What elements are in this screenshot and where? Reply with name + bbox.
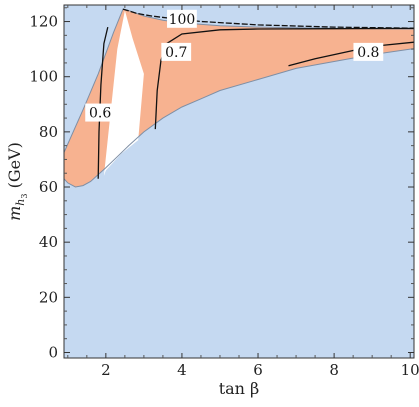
contour-labels: 0.6 0.7 0.8 100 <box>85 9 384 122</box>
x-tick-label: 8 <box>329 361 339 379</box>
upper-boundary-line <box>64 8 414 153</box>
contour-label-box <box>353 42 384 61</box>
contour-label-box <box>161 42 192 61</box>
x-axis-label: tan β <box>219 379 260 398</box>
contour-label-box <box>85 103 116 122</box>
y-axis-label: mh3 (GeV) <box>5 142 29 221</box>
y-tick-label: 40 <box>39 233 58 251</box>
contour-0.7 <box>154 27 414 130</box>
contour-label-0.8: 0.8 <box>357 45 379 61</box>
y-tick-label: 20 <box>39 288 58 306</box>
y-axis-ticks: 0 20 40 60 80 100 120 <box>29 7 414 361</box>
contour-label-100: 100 <box>169 12 196 28</box>
y-tick-label: 120 <box>29 13 58 31</box>
y-tick-label: 80 <box>39 123 58 141</box>
lower-boundary-line <box>64 48 414 188</box>
contour-0.6 <box>97 26 109 179</box>
excluded-gap-region <box>103 10 144 176</box>
x-tick-label: 6 <box>253 361 263 379</box>
allowed-region <box>64 9 414 187</box>
x-tick-label: 4 <box>177 361 187 379</box>
x-tick-label: 10 <box>401 361 419 379</box>
y-tick-label: 100 <box>29 68 58 86</box>
contour-label-0.6: 0.6 <box>89 106 111 122</box>
contour-label-0.7: 0.7 <box>165 45 187 61</box>
x-tick-label: 2 <box>101 361 111 379</box>
contour-label-box <box>167 9 197 28</box>
y-tick-label: 60 <box>39 178 58 196</box>
y-tick-label: 0 <box>48 343 58 361</box>
x-axis-ticks: 2 4 6 8 10 <box>67 5 419 379</box>
